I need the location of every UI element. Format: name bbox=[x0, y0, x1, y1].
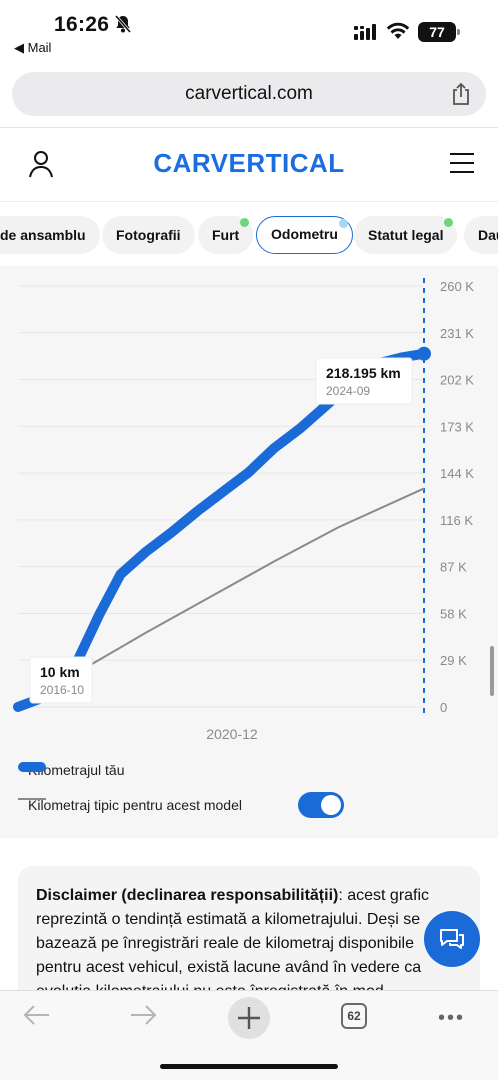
tab-photos[interactable]: Fotografii bbox=[102, 216, 195, 254]
wifi-icon bbox=[386, 22, 410, 45]
url-text: carvertical.com bbox=[185, 83, 313, 104]
back-arrow-icon[interactable] bbox=[22, 1003, 52, 1032]
tab-odometer[interactable]: Odometru bbox=[256, 216, 353, 254]
hamburger-menu-icon[interactable] bbox=[450, 152, 474, 179]
y-tick-label: 231 K bbox=[440, 326, 474, 341]
report-section-tabs: de ansamblu Fotografii Furt Odometru Sta… bbox=[0, 202, 498, 266]
status-dot bbox=[444, 218, 454, 227]
status-dot bbox=[240, 218, 250, 227]
disclaimer-box: Disclaimer (declinarea responsabilității… bbox=[18, 866, 480, 1006]
more-options-icon[interactable]: ••• bbox=[438, 1007, 466, 1029]
divider bbox=[0, 201, 498, 202]
typical-mileage-toggle[interactable] bbox=[298, 792, 344, 818]
tab-label: Fotografii bbox=[116, 227, 181, 243]
y-tick-label: 87 K bbox=[440, 560, 467, 575]
tab-theft[interactable]: Furt bbox=[198, 216, 254, 254]
your-mileage-line bbox=[13, 348, 429, 712]
legend-label: Kilometraj tipic pentru acest model bbox=[28, 797, 242, 813]
first-callout-box bbox=[29, 656, 93, 704]
muted-bell-icon bbox=[114, 14, 132, 39]
share-icon[interactable] bbox=[450, 82, 472, 111]
status-dot bbox=[338, 219, 348, 228]
disclaimer-text: Disclaimer (declinarea responsabilității… bbox=[36, 884, 460, 1004]
status-time: 16:26 bbox=[54, 13, 110, 36]
cellular-signal-icon bbox=[354, 24, 378, 45]
scrollbar-thumb[interactable] bbox=[490, 646, 494, 696]
new-tab-button[interactable] bbox=[228, 997, 270, 1039]
odometer-chart[interactable]: 0 29 K 58 K 87 K 116 K 144 K 173 K 202 K 231 K 26… bbox=[0, 266, 498, 766]
chat-support-button[interactable] bbox=[424, 911, 480, 967]
plus-icon bbox=[238, 1007, 260, 1029]
tab-damage[interactable]: Dau bbox=[464, 216, 498, 254]
y-tick-label: 202 K bbox=[440, 373, 474, 388]
latest-callout-date: 2024-09 bbox=[326, 384, 370, 398]
y-tick-label: 29 K bbox=[440, 653, 467, 668]
first-callout-value: 10 km bbox=[40, 664, 80, 680]
x-tick-label: 2020-12 bbox=[206, 726, 258, 742]
disclaimer-title: Disclaimer (declinarea responsabilității… bbox=[36, 887, 339, 904]
first-callout-date: 2016-10 bbox=[40, 683, 84, 697]
back-to-mail-link[interactable]: ◀ Mail bbox=[14, 40, 52, 55]
latest-callout-value: 218.195 km bbox=[326, 365, 401, 381]
forward-arrow-icon[interactable] bbox=[128, 1003, 158, 1032]
y-tick-label: 116 K bbox=[440, 513, 473, 528]
tab-legal-status[interactable]: Statut legal bbox=[354, 216, 458, 254]
latest-reading-dot bbox=[417, 346, 431, 361]
odometer-chart-section: 0 29 K 58 K 87 K 116 K 144 K 173 K 202 K 231 K 26… bbox=[0, 266, 498, 838]
tab-overview[interactable]: de ansamblu bbox=[0, 216, 100, 254]
tab-label: de ansamblu bbox=[0, 227, 86, 243]
latest-callout-box bbox=[315, 357, 413, 405]
divider bbox=[0, 127, 498, 128]
legend-typical-mileage: Kilometraj tipic pentru acest model bbox=[18, 797, 242, 813]
y-tick-label: 260 K bbox=[440, 279, 474, 294]
y-tick-label: 173 K bbox=[440, 419, 474, 434]
toggle-knob bbox=[321, 795, 341, 815]
user-account-icon[interactable] bbox=[28, 150, 54, 183]
carvertical-logo[interactable]: CARVERTICAL bbox=[153, 148, 345, 178]
y-tick-label: 144 K bbox=[440, 466, 474, 481]
tab-label: Furt bbox=[212, 227, 240, 243]
tab-label: Dau bbox=[478, 227, 498, 243]
y-tick-label: 0 bbox=[440, 700, 447, 715]
y-tick-label: 58 K bbox=[440, 606, 467, 621]
tab-label: Odometru bbox=[271, 226, 338, 242]
legend-label: Kilometrajul tău bbox=[28, 762, 125, 778]
tab-switcher-button[interactable]: 62 bbox=[341, 1003, 367, 1029]
site-header: CARVERTICAL bbox=[0, 128, 498, 202]
chat-icon bbox=[440, 929, 464, 949]
address-bar[interactable]: carvertical.com bbox=[12, 72, 486, 116]
status-bar: 16:26 ◀ Mail 77 bbox=[0, 0, 498, 62]
battery-indicator: 77 bbox=[418, 22, 460, 42]
legend-your-mileage: Kilometrajul tău bbox=[18, 762, 125, 778]
home-indicator bbox=[160, 1064, 338, 1069]
tab-label: Statut legal bbox=[368, 227, 444, 243]
